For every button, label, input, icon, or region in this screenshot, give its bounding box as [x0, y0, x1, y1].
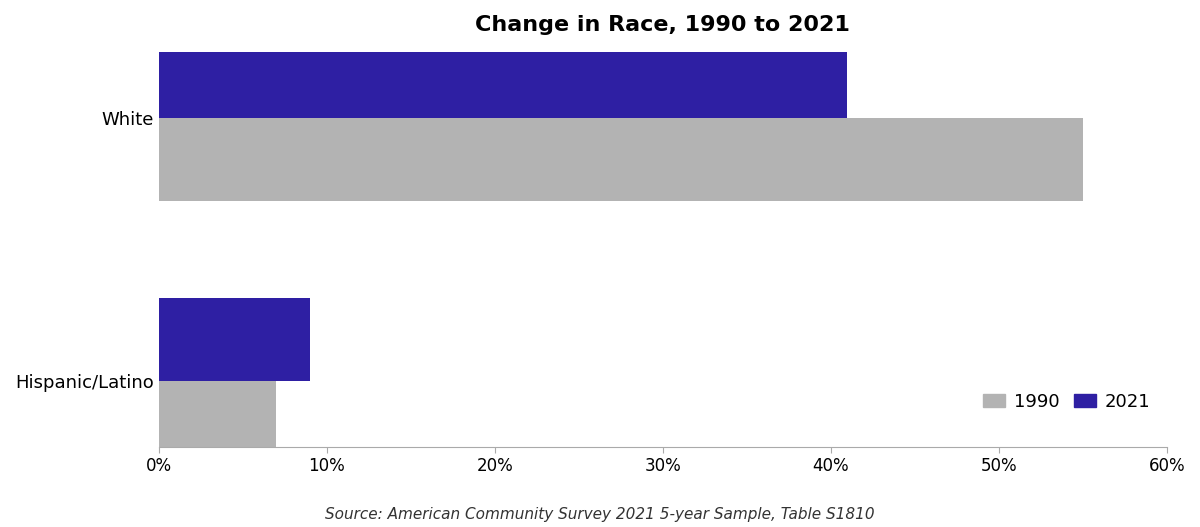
- Title: Change in Race, 1990 to 2021: Change in Race, 1990 to 2021: [475, 15, 850, 35]
- Bar: [158, 298, 310, 381]
- Text: Source: American Community Survey 2021 5-year Sample, Table S1810: Source: American Community Survey 2021 5…: [325, 507, 875, 522]
- Bar: [158, 118, 1082, 201]
- Bar: [158, 34, 847, 118]
- Legend: 1990, 2021: 1990, 2021: [976, 385, 1158, 418]
- Bar: [158, 381, 276, 464]
